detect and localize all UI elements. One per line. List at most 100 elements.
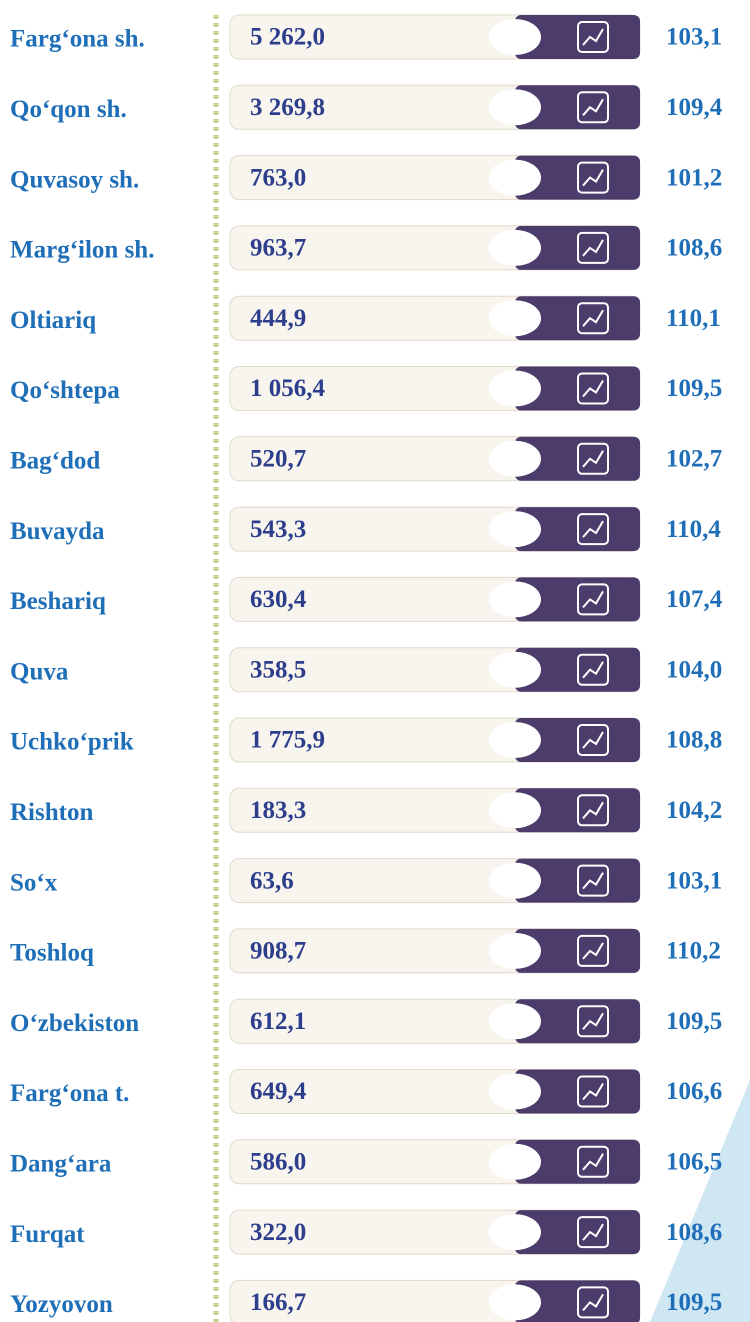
region-name: Toshloq (10, 940, 94, 967)
tab-notch (489, 19, 541, 55)
value: 586,0 (250, 1149, 306, 1176)
tab-notch (489, 1284, 541, 1321)
icon-glyph (582, 450, 604, 468)
index: 110,2 (666, 938, 721, 965)
index: 103,1 (666, 867, 722, 894)
index: 103,1 (666, 24, 722, 51)
region-name: Qo‘shtepa (10, 377, 120, 404)
tab-notch (489, 932, 541, 969)
region-name: Beshariq (10, 588, 106, 615)
region-name: Farg‘ona t. (10, 1080, 129, 1107)
tab-notch (489, 792, 541, 829)
value: 612,1 (250, 1008, 306, 1035)
icon-glyph (582, 169, 604, 187)
tab-notch (489, 722, 541, 758)
index: 106,5 (666, 1149, 722, 1176)
value: 543,3 (250, 516, 306, 543)
icon (577, 864, 609, 897)
region-name: Marg‘ilon sh. (10, 237, 154, 264)
value: 444,9 (250, 305, 306, 332)
value: 5 262,0 (250, 24, 325, 51)
icon (577, 91, 609, 124)
icon-glyph (582, 98, 604, 116)
index: 108,6 (666, 1219, 722, 1246)
icon (577, 934, 609, 967)
region-name: Furqat (10, 1221, 85, 1248)
tab-notch (489, 1143, 541, 1180)
tab-notch (489, 159, 541, 196)
tab-notch (489, 511, 541, 548)
value: 1 775,9 (250, 727, 325, 754)
icon-glyph (582, 801, 604, 819)
value: 908,7 (250, 938, 306, 965)
icon-glyph (582, 379, 604, 398)
tab-notch (489, 581, 541, 618)
region-name: Bag‘dod (10, 448, 100, 475)
value: 166,7 (250, 1289, 306, 1316)
region-name: Yozyovon (10, 1291, 113, 1318)
index: 110,1 (666, 305, 721, 332)
tab-notch (489, 89, 541, 126)
icon (577, 1005, 609, 1038)
value: 63,6 (250, 867, 294, 894)
region-name: Farg‘ona sh. (10, 26, 145, 53)
icon (577, 1075, 609, 1108)
index: 109,5 (666, 1289, 722, 1316)
icon-glyph (582, 872, 604, 890)
corner-decoration (650, 1080, 750, 1322)
tab-notch (489, 651, 541, 688)
index: 109,5 (666, 375, 722, 402)
icon-glyph (582, 1153, 604, 1171)
index: 108,6 (666, 235, 722, 262)
icon (577, 161, 609, 194)
icon (577, 1216, 609, 1249)
value: 963,7 (250, 235, 306, 262)
region-name: Buvayda (10, 518, 105, 545)
index: 109,5 (666, 1008, 722, 1035)
icon-glyph (582, 661, 604, 679)
icon (577, 442, 609, 475)
value: 630,4 (250, 586, 307, 613)
icon (577, 724, 609, 756)
index: 102,7 (666, 446, 722, 473)
tab-notch (489, 300, 541, 337)
tab-notch (489, 370, 541, 407)
region-name: Dang‘ara (10, 1151, 112, 1178)
value: 322,0 (250, 1219, 306, 1246)
index: 108,8 (666, 727, 722, 754)
region-name: Quva (10, 658, 69, 685)
icon (577, 1286, 609, 1319)
index: 110,4 (666, 516, 721, 543)
value: 520,7 (250, 446, 306, 473)
value: 1 056,4 (250, 375, 326, 402)
value: 763,0 (250, 164, 306, 191)
icon-glyph (582, 1012, 604, 1030)
icon (577, 583, 609, 616)
region-name: O‘zbekiston (10, 1010, 139, 1037)
icon-glyph (582, 520, 604, 538)
icon (577, 302, 609, 335)
icon (577, 372, 609, 405)
icon-glyph (582, 28, 604, 46)
icon (577, 1145, 609, 1178)
icon-glyph (582, 1223, 604, 1241)
icon (577, 513, 609, 546)
region-name: Rishton (10, 799, 93, 826)
region-name: Uchko‘prik (10, 729, 134, 756)
region-name: Quvasoy sh. (10, 166, 139, 193)
tab-notch (489, 1214, 541, 1251)
icon-glyph (582, 1082, 604, 1101)
icon-glyph (582, 590, 604, 609)
tab-notch (489, 1003, 541, 1040)
value: 3 269,8 (250, 94, 325, 121)
region-name: Oltiariq (10, 307, 96, 334)
tab-notch (489, 862, 541, 899)
icon-glyph (582, 942, 604, 960)
icon-glyph (582, 239, 604, 257)
tab-notch (489, 229, 541, 266)
tab-notch (489, 1073, 541, 1110)
icon (577, 794, 609, 827)
icon (577, 231, 609, 264)
region-name: Qo‘qon sh. (10, 96, 127, 123)
